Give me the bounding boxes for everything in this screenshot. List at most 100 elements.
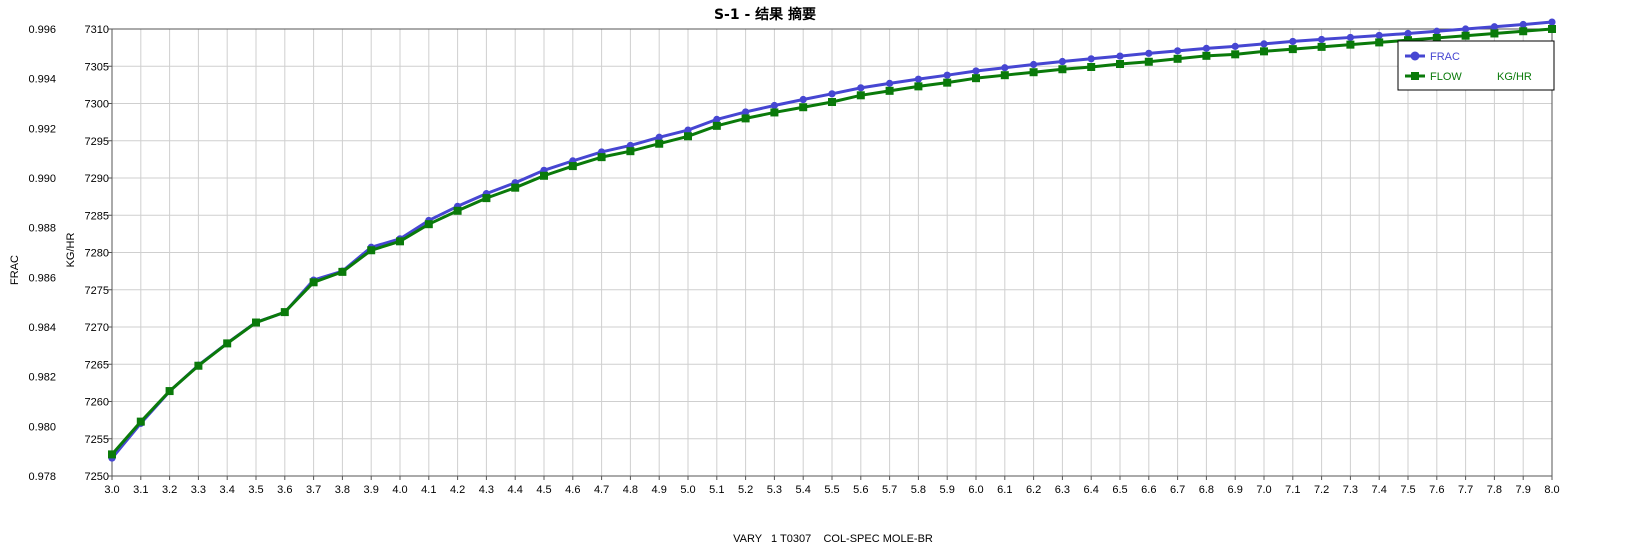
x-tick-label: 7.0 — [1256, 484, 1271, 496]
data-point — [1346, 40, 1355, 49]
x-tick-label: 3.9 — [364, 484, 379, 496]
data-point — [770, 108, 779, 117]
y2-tick-label: 7250 — [85, 471, 109, 483]
data-point — [1519, 20, 1527, 29]
x-tick-label: 5.7 — [882, 484, 897, 496]
data-point — [1288, 45, 1297, 54]
data-point — [1260, 47, 1268, 56]
data-point — [1317, 42, 1326, 51]
x-tick-label: 6.7 — [1170, 484, 1185, 496]
data-point — [1318, 35, 1326, 44]
data-point — [856, 91, 865, 100]
y2-tick-label: 7285 — [85, 210, 109, 222]
y2-tick-label: 7280 — [85, 248, 109, 260]
x-tick-label: 3.3 — [191, 484, 206, 496]
data-point — [1231, 50, 1240, 59]
data-point — [568, 162, 577, 171]
data-point — [742, 108, 750, 116]
x-tick-label: 4.5 — [536, 484, 551, 496]
data-point — [1490, 29, 1499, 38]
y2-tick-label: 7300 — [85, 99, 109, 111]
legend-frac-label: FRAC — [1430, 51, 1460, 63]
data-point — [309, 278, 318, 287]
data-point — [1202, 44, 1210, 52]
x-tick-label: 4.1 — [421, 484, 436, 496]
x-tick-label: 7.4 — [1372, 484, 1387, 496]
data-point — [1058, 57, 1066, 66]
x-tick-label: 4.3 — [479, 484, 494, 496]
y2-tick-label: 7275 — [85, 285, 109, 297]
x-tick-label: 5.6 — [853, 484, 868, 496]
data-point — [280, 308, 289, 317]
x-tick-label: 7.8 — [1487, 484, 1502, 496]
series-layer — [108, 18, 1556, 462]
y1-tick-label: 0.986 — [28, 272, 56, 284]
legend: FRAC FLOW KG/HR — [1397, 40, 1555, 91]
legend-flow-marker — [1411, 72, 1419, 80]
data-point — [655, 133, 663, 141]
data-point — [252, 318, 260, 327]
data-point — [1548, 25, 1556, 33]
data-point — [1375, 31, 1383, 40]
y1-axis-label: FRAC — [9, 255, 21, 285]
x-tick-label: 3.1 — [133, 484, 148, 496]
x-tick-label: 3.5 — [248, 484, 263, 496]
data-point — [1001, 64, 1009, 72]
data-point — [1289, 37, 1297, 46]
data-point — [1346, 33, 1354, 42]
data-point — [1260, 40, 1268, 48]
data-point — [741, 114, 750, 123]
data-point — [828, 98, 836, 107]
data-point — [165, 387, 174, 396]
data-point — [194, 361, 203, 370]
data-point — [684, 132, 692, 141]
data-point — [1058, 65, 1067, 74]
data-point — [1231, 42, 1239, 50]
data-point — [396, 237, 404, 246]
data-point — [1375, 38, 1384, 47]
y2-tick-label: 7305 — [85, 61, 109, 73]
y1-tick-label: 0.984 — [28, 322, 56, 334]
x-tick-label: 7.7 — [1458, 484, 1473, 496]
x-tick-label: 7.3 — [1343, 484, 1358, 496]
data-point — [713, 115, 721, 123]
y1-tick-label: 0.992 — [28, 123, 56, 135]
x-tick-label: 3.8 — [335, 484, 350, 496]
data-point — [914, 82, 923, 91]
data-point — [367, 246, 376, 255]
data-point — [684, 126, 692, 134]
data-point — [108, 450, 116, 459]
y2-tick-label: 7255 — [85, 434, 109, 446]
data-point — [136, 417, 145, 426]
data-point — [770, 101, 779, 110]
data-point — [972, 74, 980, 83]
data-point — [857, 84, 865, 92]
y2-tick-label: 7265 — [85, 359, 109, 371]
data-point — [799, 95, 807, 104]
x-tick-label: 3.6 — [277, 484, 292, 496]
series-flow — [108, 25, 1556, 459]
data-point — [885, 86, 894, 95]
data-point — [1087, 55, 1095, 63]
y2-tick-label: 7310 — [85, 24, 109, 36]
data-point — [511, 183, 520, 192]
x-tick-label: 7.2 — [1314, 484, 1329, 496]
x-tick-label: 3.4 — [220, 484, 235, 496]
data-point — [1144, 57, 1153, 66]
x-tick-label: 5.0 — [680, 484, 695, 496]
grid — [111, 28, 1553, 477]
data-point — [1462, 25, 1470, 33]
x-tick-label: 3.2 — [162, 484, 177, 496]
data-point — [540, 171, 548, 180]
data-point — [914, 75, 923, 83]
legend-box — [1397, 40, 1555, 91]
legend-flow-unit: KG/HR — [1497, 71, 1532, 83]
data-point — [482, 194, 491, 203]
y1-tick-label: 0.988 — [28, 223, 56, 235]
x-tick-label: 5.8 — [911, 484, 926, 496]
x-tick-label: 6.3 — [1055, 484, 1070, 496]
data-point — [223, 339, 232, 348]
legend-flow-label: FLOW — [1430, 71, 1462, 83]
